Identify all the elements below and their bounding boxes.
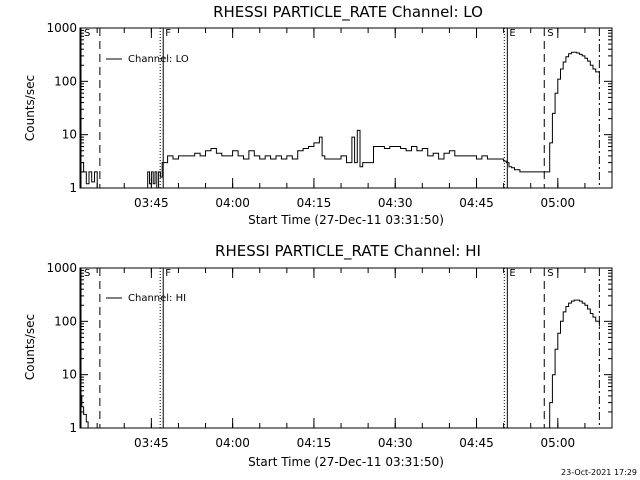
panel-hi-ytick-label: 1 <box>69 421 77 435</box>
plot-layer: 1 10 100 1000 03:45 04:00 04:15 04:30 04:45 05:00… <box>46 21 613 450</box>
panel-lo-title: RHESSI PARTICLE_RATE Channel: LO <box>213 3 483 22</box>
panel-hi-marker-label: S <box>84 268 90 279</box>
panel-hi-xtick-label: 04:15 <box>297 436 332 450</box>
panel-hi-xtick-label: 04:30 <box>378 436 413 450</box>
panel-hi-ytick-label: 10 <box>62 368 77 382</box>
panel-lo-marker-label: F <box>165 28 171 39</box>
panel-lo-ylabel: Counts/sec <box>23 75 37 141</box>
panel-hi-ytick-label: 100 <box>54 314 77 328</box>
panel-hi-xtick-label: 05:00 <box>541 436 576 450</box>
panel-lo-ytick-label: 1000 <box>46 21 77 35</box>
panel-hi-marker-label: F <box>165 268 171 279</box>
footer-timestamp: 23-Oct-2021 17:29 <box>561 468 637 477</box>
panel-lo-marker-label: E <box>509 28 515 39</box>
panel-hi-xtick-label: 04:00 <box>215 436 250 450</box>
panel-lo-xtick-label: 04:45 <box>459 196 494 210</box>
panel-lo-xtick-label: 04:00 <box>215 196 250 210</box>
panel-lo-xtick-label: 03:45 <box>134 196 169 210</box>
panel-lo-ytick-label: 100 <box>54 74 77 88</box>
panel-lo-xlabel: Start Time (27-Dec-11 03:31:50) <box>248 213 444 227</box>
panel-hi-marker-label: E <box>509 268 515 279</box>
panel-lo-ytick-label: 10 <box>62 128 77 142</box>
panel-hi-legend-label: Channel: HI <box>128 293 186 304</box>
panel-hi-frame <box>79 267 613 429</box>
panel-hi-ylabel: Counts/sec <box>23 314 37 380</box>
panel-hi-series-line <box>80 299 600 429</box>
panel-lo-xtick-label: 04:15 <box>297 196 332 210</box>
panel-hi-xlabel: Start Time (27-Dec-11 03:31:50) <box>248 455 444 469</box>
panel-lo-xtick-label: 04:30 <box>378 196 413 210</box>
panel-hi-marker-label: S <box>547 268 553 279</box>
panel-lo-series-line <box>80 51 600 189</box>
panel-lo-marker-label: S <box>84 28 90 39</box>
panel-lo-frame <box>79 27 613 189</box>
panel-lo-marker-label: S <box>547 28 553 39</box>
panel-lo-ytick-label: 1 <box>69 181 77 195</box>
panel-lo-legend-label: Channel: LO <box>128 54 189 65</box>
panel-hi-xtick-label: 04:45 <box>459 436 494 450</box>
panel-hi-title: RHESSI PARTICLE_RATE Channel: HI <box>215 242 481 261</box>
panel-hi-xtick-label: 03:45 <box>134 436 169 450</box>
panel-hi-ytick-label: 1000 <box>46 261 77 275</box>
panel-lo-xtick-label: 05:00 <box>541 196 576 210</box>
